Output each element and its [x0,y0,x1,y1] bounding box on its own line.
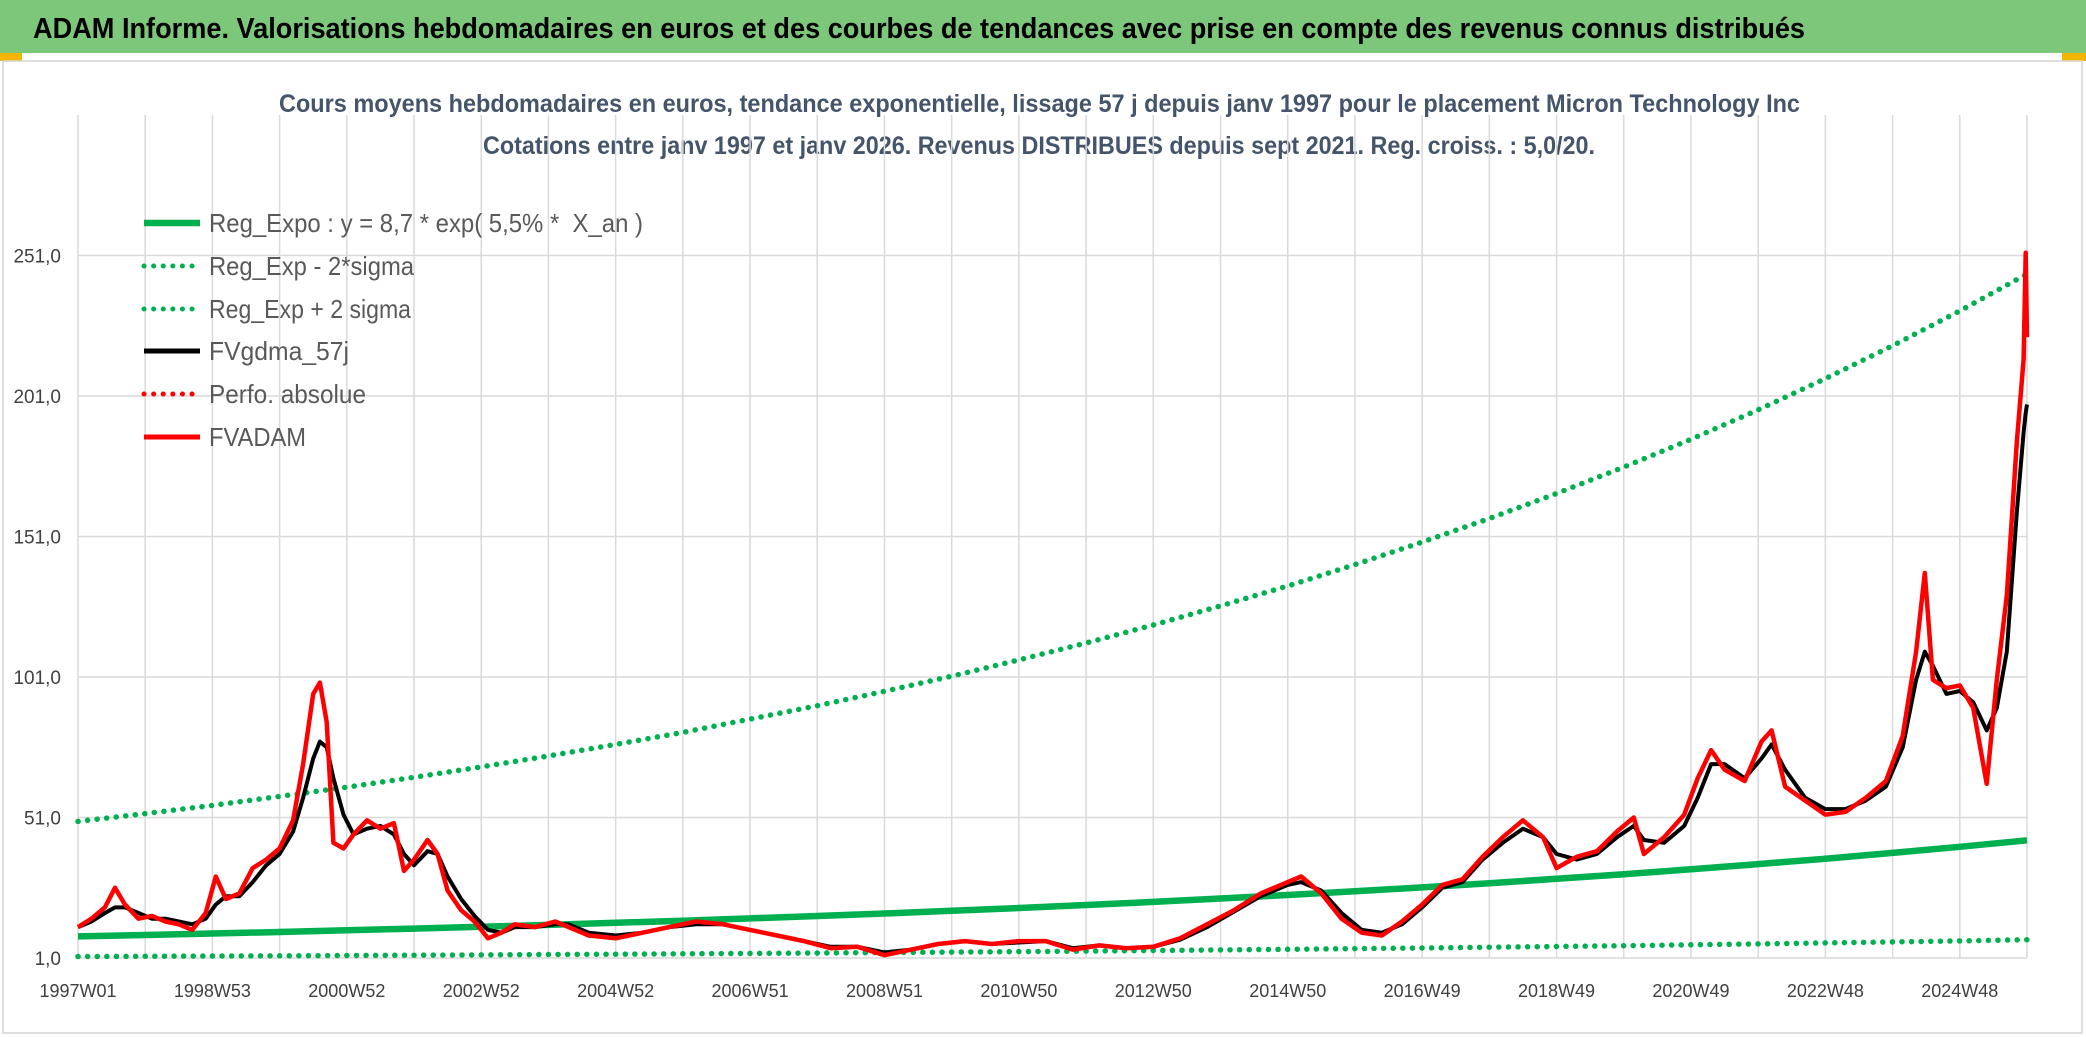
legend-label: FVgdma_57j [209,336,349,366]
legend-entry-reg-minus-2sigma: Reg_Exp - 2*sigma [141,251,414,281]
header-background [0,0,2086,53]
y-tick-label: 201,0 [13,387,61,408]
series-lines [75,250,2030,960]
legend-entry-perfo-absolue: Perfo. absolue [141,379,366,409]
legend-label: Reg_Expo : y = 8,7 * exp( 5,5% * X_an ) [209,208,643,238]
reg-plus-2sigma-line [75,271,2030,825]
x-tick-label: 2000W52 [308,981,385,1001]
x-tick-label: 2004W52 [577,981,654,1001]
reg-expo-line [77,837,2028,940]
x-tick-label: 2024W48 [1921,981,1998,1001]
chart-title: Cours moyens hebdomadaires en euros, ten… [279,90,1800,118]
gridlines [77,115,2028,959]
x-axis-labels: 1997W01 1998W53 2000W52 2002W52 2004W52 2006W… [39,981,1998,1001]
x-tick-label: 2002W52 [443,981,520,1001]
fvadam-line [76,250,2030,958]
legend-label: Reg_Exp + 2 sigma [209,294,411,324]
x-tick-label: 2008W51 [846,981,923,1001]
legend-entry-fvadam: FVADAM [144,422,306,452]
legend: Reg_Expo : y = 8,7 * exp( 5,5% * X_an ) … [141,208,643,452]
y-tick-label: 101,0 [13,668,61,689]
fvgdma-57j-line [77,404,2029,955]
legend-entry-reg-plus-2sigma: Reg_Exp + 2 sigma [141,294,411,324]
chart-subtitle: Cotations entre janv 1997 et janv 2026. … [483,132,1595,160]
y-tick-label: 251,0 [13,247,61,268]
y-tick-label: 151,0 [13,528,61,549]
header-title: ADAM Informe. Valorisations hebdomadaire… [33,13,1805,45]
corner-marker-right [2062,53,2086,61]
y-axis-labels: 1,0 51,0 101,0 151,0 201,0 251,0 [13,247,61,971]
x-tick-label: 2010W50 [980,981,1057,1001]
chart-area-border [2,60,2083,1034]
x-tick-label: 2012W50 [1115,981,1192,1001]
legend-entry-fvgdma-57j: FVgdma_57j [144,336,349,366]
x-tick-label: 1998W53 [174,981,251,1001]
legend-label: Reg_Exp - 2*sigma [209,251,414,281]
x-tick-label: 2020W49 [1652,981,1729,1001]
corner-marker-left [0,53,22,61]
legend-label: Perfo. absolue [209,379,366,409]
y-tick-label: 51,0 [24,809,61,830]
legend-label: FVADAM [209,422,306,452]
legend-entry-reg-expo: Reg_Expo : y = 8,7 * exp( 5,5% * X_an ) [144,208,643,238]
reg-minus-2sigma-line [75,936,2030,960]
x-tick-label: 2006W51 [712,981,789,1001]
x-tick-label: 2016W49 [1384,981,1461,1001]
y-tick-label: 1,0 [35,949,61,970]
x-tick-label: 2014W50 [1249,981,1326,1001]
x-tick-label: 1997W01 [39,981,116,1001]
x-tick-label: 2022W48 [1787,981,1864,1001]
x-tick-label: 2018W49 [1518,981,1595,1001]
header-banner: ADAM Informe. Valorisations hebdomadaire… [0,0,2086,53]
